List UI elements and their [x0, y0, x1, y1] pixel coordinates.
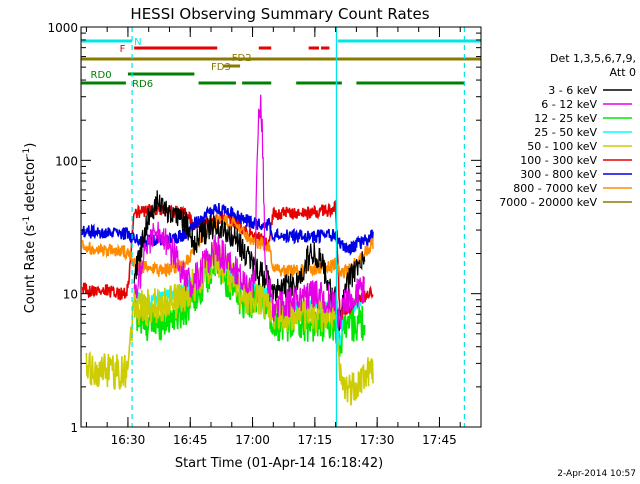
- x-tick-label: 17:45: [422, 433, 457, 447]
- chart-title: HESSI Observing Summary Count Rates: [130, 5, 429, 23]
- flag-label-fd3: FD3: [211, 62, 231, 73]
- y-axis-label-part: ): [23, 143, 38, 148]
- flag-label-rd0: RD0: [91, 70, 112, 81]
- flag-label-f: F: [120, 44, 126, 55]
- legend-label: 50 - 100 keV: [527, 140, 597, 153]
- x-tick-label: 16:30: [111, 433, 146, 447]
- timestamp: 2-Apr-2014 10:57: [557, 469, 636, 479]
- legend-label: 25 - 50 keV: [534, 126, 597, 139]
- y-axis-label-part: detector: [23, 156, 38, 216]
- series-300-800-kev: [81, 203, 374, 257]
- flag-label-fd2: FD2: [232, 53, 252, 64]
- y-axis-label: Count Rate (s-1 detector-1): [22, 143, 38, 314]
- y-tick-label: 10: [63, 288, 78, 302]
- x-tick-label: 17:00: [235, 433, 270, 447]
- x-tick-label: 17:30: [360, 433, 395, 447]
- legend-label: 300 - 800 keV: [520, 168, 597, 181]
- plot-frame: [80, 26, 482, 428]
- flag-label-n: N: [134, 37, 141, 48]
- flag-label-rd6: RD6: [132, 79, 153, 90]
- legend-label: 3 - 6 keV: [548, 84, 597, 97]
- legend-label: 800 - 7000 keV: [513, 182, 597, 195]
- legend-heading-att: Att 0: [610, 66, 636, 79]
- legend-label: 7000 - 20000 keV: [499, 196, 597, 209]
- series-6-12-kev: [133, 94, 365, 330]
- x-tick-label: 16:45: [173, 433, 208, 447]
- y-axis-label-part: Count Rate (s: [23, 225, 38, 314]
- legend-heading: Det 1,3,5,6,7,9,: [550, 52, 636, 65]
- y-tick-label: 1000: [47, 21, 78, 35]
- series-50-100-kev: [85, 239, 374, 406]
- x-tick-label: 17:15: [298, 433, 333, 447]
- y-tick-label: 100: [55, 154, 78, 168]
- legend-label: 12 - 25 keV: [534, 112, 597, 125]
- legend-label: 100 - 300 keV: [520, 154, 597, 167]
- x-axis-label: Start Time (01-Apr-14 16:18:42): [175, 456, 383, 471]
- y-tick-label: 1: [70, 421, 78, 435]
- y-axis-label-sup: -1: [22, 216, 32, 225]
- series-3-6-kev: [133, 190, 366, 331]
- y-axis-label-sup: -1: [22, 148, 32, 157]
- legend-label: 6 - 12 keV: [541, 98, 597, 111]
